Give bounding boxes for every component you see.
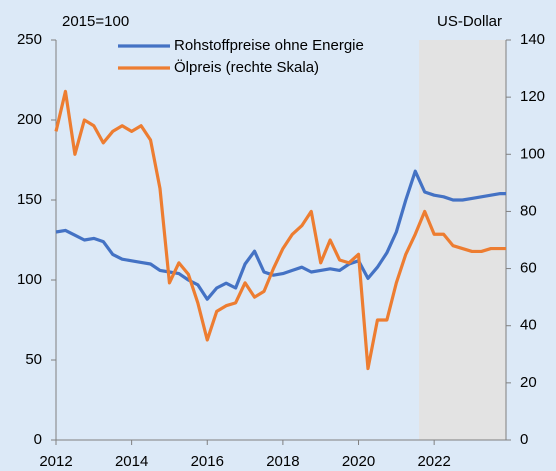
x-tick-label: 2022 xyxy=(417,453,450,470)
y2-tick-label: 100 xyxy=(520,145,545,162)
y2-tick-label: 120 xyxy=(520,88,545,105)
series-line xyxy=(54,89,506,371)
legend-label: Rohstoffpreise ohne Energie xyxy=(174,37,364,54)
right-axis-label: US-Dollar xyxy=(437,13,502,30)
left-axis-label: 2015=100 xyxy=(62,13,129,30)
x-tick-label: 2014 xyxy=(115,453,148,470)
y2-tick-label: 20 xyxy=(520,374,537,391)
legend-label: Ölpreis (rechte Skala) xyxy=(174,58,319,76)
y2-tick-label: 40 xyxy=(520,317,537,334)
y-tick-label: 250 xyxy=(17,31,42,48)
x-tick-label: 2012 xyxy=(39,453,72,470)
y-tick-label: 50 xyxy=(25,351,42,368)
x-tick-label: 2018 xyxy=(266,453,299,470)
y2-tick-label: 60 xyxy=(520,260,537,277)
x-tick-label: 2016 xyxy=(191,453,224,470)
series-line xyxy=(55,169,506,301)
y-tick-label: 0 xyxy=(34,431,42,448)
y-tick-label: 200 xyxy=(17,111,42,128)
x-tick-label: 2020 xyxy=(342,453,375,470)
y2-tick-label: 140 xyxy=(520,31,545,48)
y-tick-label: 100 xyxy=(17,271,42,288)
y-tick-label: 150 xyxy=(17,191,42,208)
y2-tick-label: 80 xyxy=(520,202,537,219)
y2-tick-label: 0 xyxy=(520,431,528,448)
forecast-shade xyxy=(419,40,506,440)
